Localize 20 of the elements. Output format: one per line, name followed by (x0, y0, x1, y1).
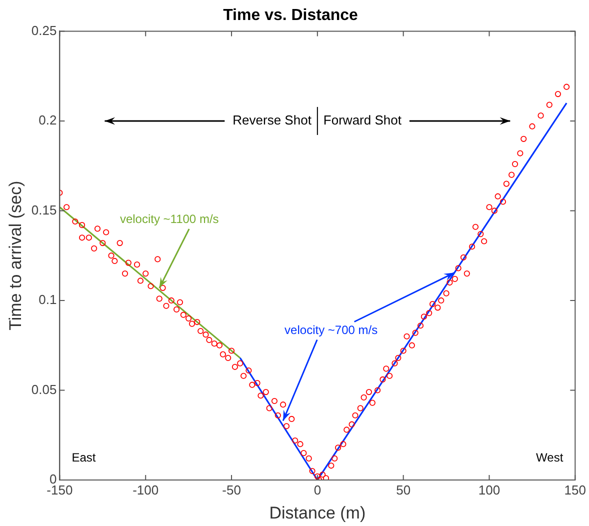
x-tick-label: -50 (222, 482, 241, 498)
y-tick-label: 0.2 (38, 112, 57, 128)
annotation: Forward Shot (323, 112, 402, 128)
y-tick-label: 0.15 (31, 202, 57, 218)
y-axis-title: Time to arrival (sec) (6, 180, 25, 330)
x-axis-title: Distance (m) (269, 503, 366, 522)
annotation: Reverse Shot (232, 112, 312, 128)
x-tick-label: -100 (132, 482, 159, 498)
x-tick-label: 100 (478, 482, 500, 498)
annotation: East (72, 450, 96, 464)
annotation: velocity ~700 m/s (284, 323, 378, 338)
y-tick-label: 0.25 (31, 22, 57, 38)
y-tick-label: 0.05 (31, 382, 57, 397)
chart-title: Time vs. Distance (223, 7, 358, 24)
y-tick-label: 0.1 (38, 292, 57, 308)
x-tick-label: 50 (396, 482, 411, 498)
x-tick-label: 150 (564, 482, 586, 498)
annotation: velocity ~1100 m/s (120, 212, 219, 226)
annotation: West (536, 450, 564, 464)
x-tick-label: 0 (314, 482, 322, 498)
